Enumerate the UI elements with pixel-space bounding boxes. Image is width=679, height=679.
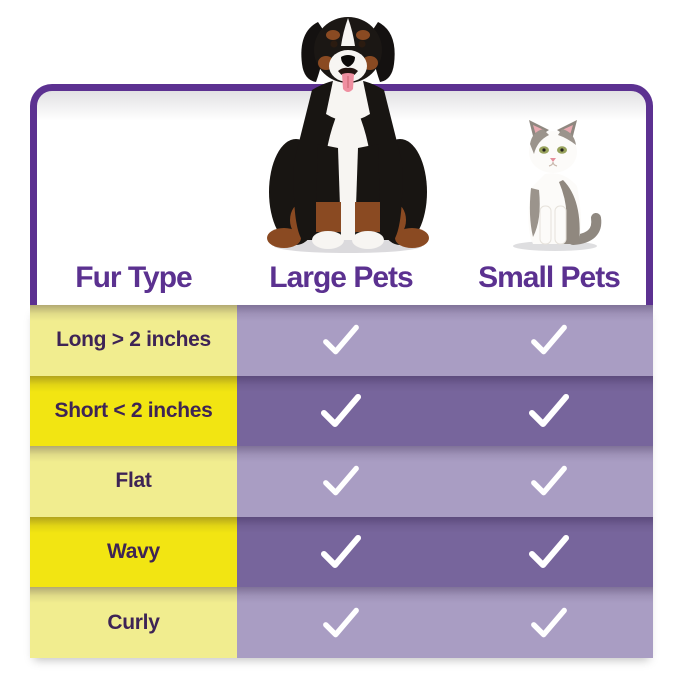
small-pets-cell — [445, 375, 653, 447]
fur-type-cell: Wavy — [30, 516, 237, 588]
fur-type-cell: Long > 2 inches — [30, 305, 237, 376]
checkmark-icon — [528, 535, 570, 569]
table-header-row: Fur Type Large Pets Small Pets — [30, 261, 653, 295]
small-pets-cell — [445, 446, 653, 517]
table-row: Long > 2 inches — [30, 305, 653, 376]
fur-type-table: Long > 2 inches Short < 2 inches — [30, 305, 653, 658]
fur-type-cell: Flat — [30, 446, 237, 517]
table-row: Short < 2 inches — [30, 375, 653, 447]
checkmark-icon — [320, 535, 362, 569]
column-header-large-pets: Large Pets — [269, 261, 413, 294]
large-dog-illustration — [267, 17, 429, 253]
small-pets-cell — [445, 305, 653, 376]
column-header-small-pets: Small Pets — [478, 261, 621, 294]
small-pets-cell — [445, 587, 653, 658]
checkmark-icon — [528, 393, 570, 427]
fur-type-cell: Curly — [30, 587, 237, 658]
large-pets-cell — [237, 587, 445, 658]
checkmark-icon — [320, 393, 362, 427]
large-pets-cell — [237, 516, 445, 588]
table-row: Curly — [30, 587, 653, 658]
large-pets-cell — [237, 446, 445, 517]
checkmark-icon — [531, 466, 567, 496]
checkmark-icon — [531, 325, 567, 355]
table-row: Flat — [30, 446, 653, 517]
small-pets-cell — [445, 516, 653, 588]
small-cat-illustration — [513, 120, 602, 251]
large-pets-cell — [237, 375, 445, 447]
checkmark-icon — [323, 607, 359, 637]
table-row: Wavy — [30, 516, 653, 588]
checkmark-icon — [531, 607, 567, 637]
fur-type-cell: Short < 2 inches — [30, 375, 237, 447]
large-pets-cell — [237, 305, 445, 376]
column-header-fur-type: Fur Type — [75, 261, 192, 294]
checkmark-icon — [323, 466, 359, 496]
checkmark-icon — [323, 325, 359, 355]
